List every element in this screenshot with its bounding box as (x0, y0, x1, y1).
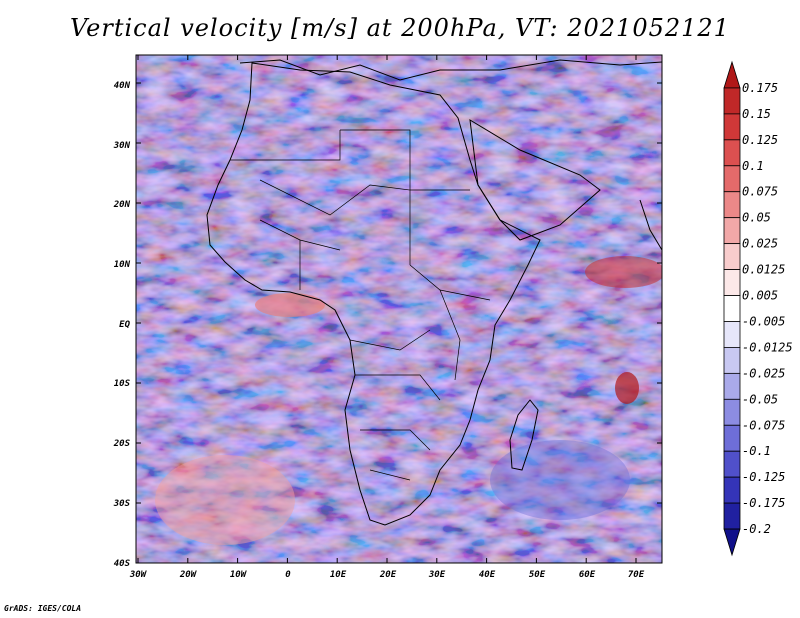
madagascar-coastline (509, 399, 539, 471)
colorbar-label: -0.025 (742, 366, 785, 380)
colorbar-bottom-arrow (723, 528, 741, 557)
colorbar-swatch (723, 165, 741, 193)
map-title: Vertical velocity [m/s] at 200hPa, VT: 2… (70, 14, 730, 42)
lon-tick-label: 30W (129, 570, 148, 580)
colorbar-swatch (723, 424, 741, 452)
colorbar-label: 0.075 (742, 185, 778, 199)
lon-tick-label: 0 (285, 570, 291, 580)
plot-frame (135, 54, 663, 564)
lat-tick-label: 10N (114, 260, 131, 270)
colorbar-label: 0.025 (742, 237, 778, 251)
colorbar-label: -0.125 (742, 470, 785, 484)
lat-tick-label: 40N (114, 81, 131, 91)
colorbar-label: 0.005 (742, 289, 778, 303)
colorbar-swatch (723, 372, 741, 400)
colorbar-label: 0.125 (742, 133, 778, 147)
colorbar-label: -0.005 (742, 314, 785, 328)
lat-tick-label: EQ (119, 320, 130, 330)
country-borders (230, 129, 491, 481)
arabia-coastline (469, 119, 601, 241)
lon-tick-label: 20W (179, 570, 198, 580)
colorbar-label: 0.05 (742, 211, 771, 225)
lon-tick-label: 10W (230, 570, 248, 580)
colorbar-top-arrow (723, 60, 741, 89)
india-coastline (639, 199, 663, 251)
ascent-patch-gulf-of-guinea (255, 293, 325, 317)
europe-coastline (239, 59, 663, 81)
axis-ticks (136, 55, 662, 564)
colorbar-swatch (723, 398, 741, 426)
colorbar-swatch (723, 139, 741, 167)
lat-tick-label: 30S (113, 499, 131, 509)
colorbar-swatch (723, 113, 741, 141)
colorbar-swatch (723, 87, 741, 115)
lat-tick-label: 20S (113, 439, 131, 449)
colorbar-label: -0.0125 (742, 340, 793, 354)
ascent-band-south-atlantic (155, 455, 295, 545)
lat-tick-label: 20N (113, 200, 131, 210)
colorbar-label: 0.0125 (742, 263, 785, 277)
colorbar-swatch (723, 502, 741, 530)
lon-tick-label: 60E (579, 570, 596, 580)
latitude-axis: 40N 30N 20N 10N EQ 10S 20S 30S 40S (113, 81, 131, 569)
coastlines (206, 59, 663, 526)
colorbar-swatch (723, 347, 741, 374)
colorbar-swatch (723, 269, 741, 296)
colorbar-swatch (723, 295, 741, 322)
colorbar-label: -0.175 (742, 496, 785, 510)
colorbar-label: 0.175 (742, 81, 778, 95)
longitude-axis: 30W 20W 10W 0 10E 20E 30E 40E 50E 60E 70… (129, 570, 645, 580)
colorbar-label: -0.1 (742, 444, 771, 458)
colorbar-label: 0.1 (742, 159, 764, 173)
ascent-patch-indian-ocean-north (585, 256, 662, 288)
colorbar-swatch (723, 450, 741, 478)
lat-tick-label: 40S (114, 559, 131, 569)
lon-tick-label: 20E (379, 570, 397, 580)
lon-tick-label: 10E (330, 570, 347, 580)
colorbar-label: -0.075 (742, 418, 785, 432)
colorbar-swatch (723, 243, 741, 270)
lon-tick-label: 30E (428, 570, 446, 580)
colorbar-label: -0.2 (742, 522, 771, 536)
colorbar-swatch (723, 217, 741, 245)
vertical-velocity-field (136, 55, 662, 563)
lon-tick-label: 50E (529, 570, 546, 580)
colorbar-label: -0.05 (742, 392, 778, 406)
colorbar-label: 0.15 (742, 107, 771, 121)
lon-tick-label: 70E (628, 570, 645, 580)
africa-coastline (206, 62, 541, 526)
lon-tick-label: 40E (479, 570, 496, 580)
lat-tick-label: 10S (114, 379, 131, 389)
colorbar-swatch (723, 321, 741, 348)
lat-tick-label: 30N (113, 141, 131, 151)
colorbar-swatch (723, 476, 741, 504)
colorbar-swatch (723, 191, 741, 219)
footer-credit: GrADS: IGES/COLA (4, 604, 82, 613)
ascent-patch-indian-ocean-south (615, 372, 639, 404)
